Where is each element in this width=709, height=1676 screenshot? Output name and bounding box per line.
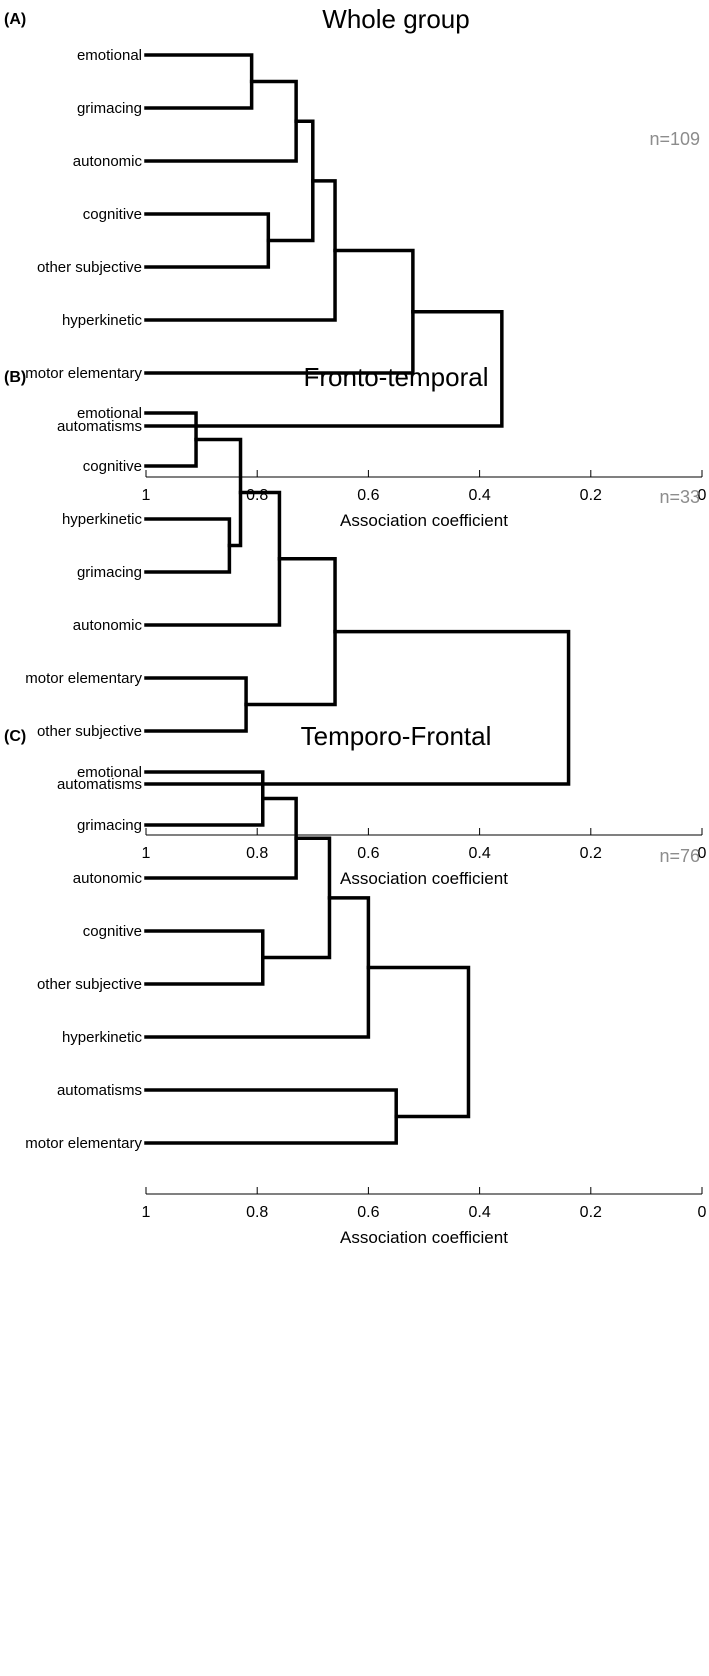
x-tick-label: 1 [142,487,151,504]
x-tick-label: 0.2 [580,1204,602,1221]
sample-size-label: n=76 [659,846,700,866]
leaf-label: autonomic [73,153,143,170]
dendrogram-link [144,309,504,428]
dendrogram-link [144,79,298,163]
x-tick-label: 0.6 [357,845,379,862]
dendrogram-panel: (A) Whole group n=109 emotional grimacing aut… [4,4,707,530]
x-tick-label: 0 [698,487,707,504]
dendrogram-link [144,212,271,269]
x-tick-label: 0.4 [468,845,490,862]
leaf-label: other subjective [37,723,142,740]
x-tick-label: 0 [698,1204,707,1221]
panel-letter: (C) [4,728,26,745]
panel-letter: (B) [4,369,26,386]
dendrogram-link [144,796,298,880]
dendrogram-link [144,517,232,574]
x-tick-label: 0.2 [580,845,602,862]
leaf-label: cognitive [83,458,142,475]
dendrogram-panel: (B) Fronto-temporal n=33 emotional cognitive… [4,362,707,888]
leaf-label: cognitive [83,923,142,940]
x-tick-label: 1 [142,1204,151,1221]
dendrogram-link [144,629,571,786]
dendrogram-link [144,490,282,627]
x-tick-label: 0 [698,845,707,862]
leaf-label: emotional [77,47,142,64]
x-tick-label: 0.2 [580,487,602,504]
leaf-label: hyperkinetic [62,312,143,329]
dendrogram-link [144,179,337,322]
x-axis-label: Association coefficient [340,511,508,530]
x-tick-label: 0.8 [246,487,268,504]
x-tick-label: 0.6 [357,1204,379,1221]
sample-size-label: n=33 [659,487,700,507]
dendrogram-link [144,1088,398,1145]
x-tick-label: 0.4 [468,1204,490,1221]
dendrogram-link [144,929,265,986]
leaf-label: grimacing [77,100,142,117]
dendrogram-link [366,965,471,1119]
leaf-label: automatisms [57,1082,142,1099]
x-axis-label: Association coefficient [340,869,508,888]
x-tick-label: 0.8 [246,1204,268,1221]
leaf-label: hyperkinetic [62,1029,143,1046]
dendrogram-link [266,119,315,243]
leaf-label: cognitive [83,206,142,223]
dendrogram-link [194,437,243,548]
x-tick-label: 1 [142,845,151,862]
leaf-label: automatisms [57,776,142,793]
dendrogram-link [144,770,265,827]
dendrogram-link [244,557,337,707]
leaf-label: emotional [77,405,142,422]
panel-letter: (A) [4,11,26,28]
leaf-label: motor elementary [25,670,142,687]
leaf-label: other subjective [37,259,142,276]
dendrogram-link [144,896,371,1039]
leaf-label: hyperkinetic [62,511,143,528]
leaf-label: grimacing [77,817,142,834]
leaf-label: emotional [77,764,142,781]
dendrogram-link [144,411,198,468]
leaf-label: other subjective [37,976,142,993]
dendrogram-link [144,248,415,375]
panel-title: Fronto-temporal [304,362,489,392]
dendrogram-link [144,676,248,733]
leaf-label: grimacing [77,564,142,581]
dendrogram-link [144,53,254,110]
x-tick-label: 0.8 [246,845,268,862]
leaf-label: automatisms [57,418,142,435]
leaf-label: motor elementary [25,365,142,382]
x-axis-label: Association coefficient [340,1228,508,1247]
x-tick-label: 0.6 [357,487,379,504]
leaf-label: motor elementary [25,1135,142,1152]
dendrogram-panel: (C) Temporo-Frontal n=76 emotional grimacing… [4,721,707,1247]
sample-size-label: n=109 [649,129,700,149]
leaf-label: autonomic [73,617,143,634]
panel-title: Whole group [322,4,469,34]
leaf-label: autonomic [73,870,143,887]
panel-title: Temporo-Frontal [301,721,492,751]
x-tick-label: 0.4 [468,487,490,504]
